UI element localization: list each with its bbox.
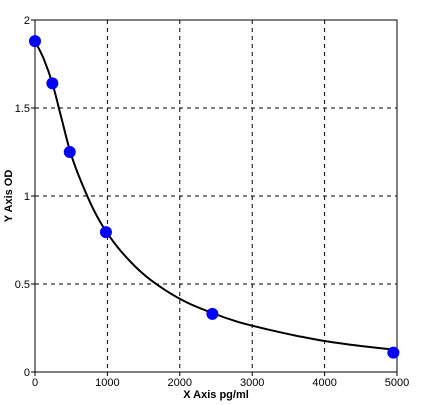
fit-curve-line (34, 40, 398, 351)
y-tick-label: 0 (24, 367, 30, 379)
y-tick-label: 2 (24, 15, 30, 27)
x-tick-label: 0 (32, 377, 38, 389)
data-point (29, 35, 41, 48)
data-point (63, 146, 76, 158)
x-tick-label: 3000 (240, 377, 264, 389)
axis-ticks: 0 1000 2000 3000 4000 5000 0 0.5 1 1.5 2 (15, 15, 410, 389)
data-point (206, 307, 219, 320)
y-tick-label: 1.5 (15, 103, 30, 115)
x-tick-label: 4000 (312, 377, 336, 389)
data-point (99, 226, 112, 239)
y-axis-title: Y Axis OD (3, 170, 15, 223)
x-tick-label: 2000 (168, 377, 192, 389)
grid-lines (35, 20, 397, 372)
y-tick-label: 1 (24, 191, 30, 203)
y-tick-label: 0.5 (15, 279, 30, 291)
x-tick-label: 1000 (95, 377, 119, 389)
data-point (46, 77, 59, 90)
x-tick-label: 5000 (385, 377, 409, 389)
data-point (387, 346, 400, 359)
x-axis-title: X Axis pg/ml (183, 389, 249, 401)
data-points (29, 35, 400, 359)
